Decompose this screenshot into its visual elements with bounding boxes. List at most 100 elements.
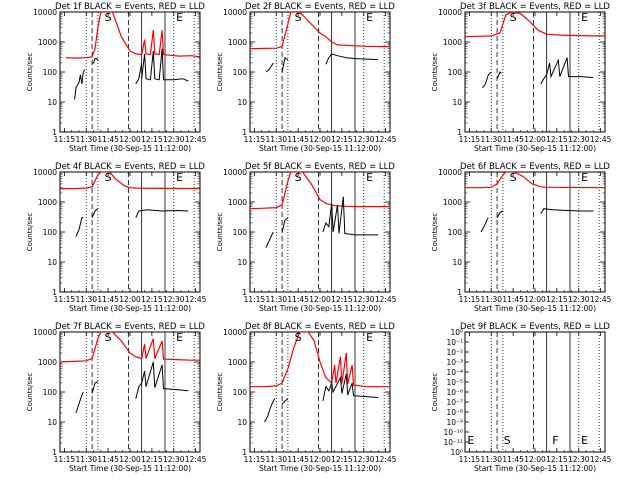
x-tick-label: 11:15 bbox=[244, 135, 266, 144]
y-tick-label: 10⁻⁴ bbox=[446, 368, 463, 377]
events-series-line bbox=[75, 361, 189, 414]
y-tick-label: 1000 bbox=[228, 198, 247, 207]
y-axis-label: Counts/sec bbox=[431, 53, 439, 92]
y-tick-label: 1 bbox=[52, 448, 57, 457]
y-tick-label: 10⁻¹⁰ bbox=[443, 428, 463, 437]
interval-marker-label: E bbox=[176, 11, 183, 24]
x-tick-label: 12:00 bbox=[119, 135, 141, 144]
plot-frame bbox=[59, 11, 201, 133]
x-tick-label: 12:45 bbox=[375, 455, 397, 464]
panel-title: Det 8f BLACK = Events, RED = LLD bbox=[245, 322, 395, 332]
x-tick-label: 12:15 bbox=[331, 455, 353, 464]
x-tick-label: 12:30 bbox=[163, 295, 185, 304]
y-axis-label: Counts/sec bbox=[216, 53, 224, 92]
plot-frame bbox=[59, 171, 201, 293]
x-tick-label: 12:30 bbox=[163, 455, 185, 464]
events-series-line bbox=[75, 208, 189, 237]
y-tick-label: 100 bbox=[43, 388, 58, 397]
y-tick-label: 1000 bbox=[443, 198, 462, 207]
x-tick-label: 11:30 bbox=[265, 295, 287, 304]
x-tick-label: 11:15 bbox=[459, 135, 481, 144]
interval-marker-label: S bbox=[105, 331, 112, 344]
interval-marker-label: E bbox=[467, 434, 474, 447]
lld-series-line bbox=[60, 172, 200, 190]
y-tick-label: 10 bbox=[237, 258, 247, 267]
interval-marker-label: S bbox=[105, 11, 112, 24]
x-tick-label: 11:45 bbox=[287, 135, 309, 144]
y-tick-label: 10000 bbox=[33, 168, 57, 177]
y-axis-label: Counts/sec bbox=[216, 373, 224, 412]
y-tick-label: 10⁻³ bbox=[446, 358, 463, 367]
y-tick-label: 1 bbox=[242, 448, 247, 457]
events-series-line bbox=[265, 53, 379, 73]
y-axis-label: Counts/sec bbox=[216, 213, 224, 252]
x-tick-label: 12:45 bbox=[375, 295, 397, 304]
interval-marker-label: E bbox=[581, 11, 588, 24]
y-tick-label: 10⁻⁷ bbox=[446, 398, 463, 407]
x-tick-label: 12:00 bbox=[524, 135, 546, 144]
interval-marker-label: S bbox=[295, 171, 302, 184]
y-tick-label: 10000 bbox=[438, 168, 462, 177]
x-tick-label: 12:45 bbox=[590, 295, 612, 304]
y-tick-label: 100 bbox=[233, 228, 248, 237]
x-tick-label: 12:45 bbox=[185, 295, 207, 304]
y-tick-label: 1 bbox=[457, 128, 462, 137]
y-tick-label: 100 bbox=[233, 388, 248, 397]
x-tick-label: 11:15 bbox=[54, 295, 76, 304]
x-tick-label: 12:15 bbox=[141, 455, 163, 464]
panel-title: Det 3f BLACK = Events, RED = LLD bbox=[460, 2, 610, 12]
y-tick-label: 1 bbox=[457, 288, 462, 297]
x-axis-label: Start Time (30-Sep-15 11:12:00) bbox=[474, 304, 596, 313]
x-tick-label: 11:15 bbox=[54, 135, 76, 144]
x-tick-label: 11:30 bbox=[480, 295, 502, 304]
y-tick-label: 10⁻⁸ bbox=[446, 408, 463, 417]
x-tick-label: 11:45 bbox=[502, 135, 524, 144]
y-axis-label: Counts/sec bbox=[26, 213, 34, 252]
y-tick-label: 10⁰ bbox=[450, 328, 463, 337]
x-tick-label: 12:30 bbox=[353, 295, 375, 304]
plot-frame bbox=[464, 11, 606, 133]
x-tick-label: 12:15 bbox=[331, 295, 353, 304]
y-tick-label: 1 bbox=[242, 288, 247, 297]
interval-marker-label: S bbox=[504, 434, 511, 447]
panel-title: Det 7f BLACK = Events, RED = LLD bbox=[55, 322, 205, 332]
x-tick-label: 12:00 bbox=[309, 135, 331, 144]
plot-frame bbox=[249, 11, 391, 133]
x-tick-label: 11:30 bbox=[265, 455, 287, 464]
y-tick-label: 100 bbox=[233, 68, 248, 77]
x-tick-label: 11:15 bbox=[54, 455, 76, 464]
y-tick-label: 10 bbox=[47, 258, 57, 267]
x-tick-label: 12:15 bbox=[546, 295, 568, 304]
y-tick-label: 1 bbox=[52, 288, 57, 297]
y-tick-label: 10 bbox=[452, 258, 462, 267]
interval-marker-label: S bbox=[295, 11, 302, 24]
x-tick-label: 12:45 bbox=[185, 455, 207, 464]
x-tick-label: 11:30 bbox=[265, 135, 287, 144]
y-tick-label: 10 bbox=[47, 98, 57, 107]
y-tick-label: 10 bbox=[452, 98, 462, 107]
y-tick-label: 1 bbox=[242, 128, 247, 137]
interval-marker-label: S bbox=[295, 331, 302, 344]
panel-title: Det 9f BLACK = Events, RED = LLD bbox=[460, 322, 610, 332]
y-tick-label: 10 bbox=[47, 418, 57, 427]
y-tick-label: 1000 bbox=[38, 38, 57, 47]
y-tick-label: 1000 bbox=[228, 38, 247, 47]
interval-marker-label: S bbox=[105, 171, 112, 184]
panel-title: Det 6f BLACK = Events, RED = LLD bbox=[460, 162, 610, 172]
x-tick-label: 12:30 bbox=[163, 135, 185, 144]
lld-series-line bbox=[465, 172, 605, 189]
interval-marker-label: E bbox=[366, 171, 373, 184]
x-tick-label: 11:45 bbox=[97, 455, 119, 464]
interval-marker-label: E bbox=[366, 331, 373, 344]
y-tick-label: 10000 bbox=[223, 8, 247, 17]
y-tick-label: 100 bbox=[448, 228, 463, 237]
y-tick-label: 100 bbox=[448, 68, 463, 77]
y-tick-label: 10⁻¹ bbox=[446, 338, 463, 347]
lld-series-line bbox=[250, 12, 390, 50]
events-series-line bbox=[265, 196, 379, 248]
events-series-line bbox=[482, 57, 594, 89]
